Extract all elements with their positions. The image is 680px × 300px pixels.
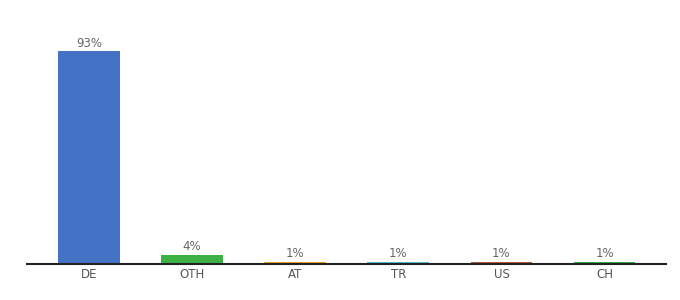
- Text: 1%: 1%: [595, 247, 614, 260]
- Bar: [471, 262, 532, 264]
- Text: 93%: 93%: [76, 37, 102, 50]
- Bar: [367, 262, 429, 264]
- Text: 1%: 1%: [389, 247, 408, 260]
- Bar: [574, 262, 636, 264]
- Text: 1%: 1%: [286, 247, 305, 260]
- Text: 1%: 1%: [492, 247, 511, 260]
- Text: 4%: 4%: [183, 240, 201, 253]
- Bar: [58, 51, 120, 264]
- Bar: [265, 262, 326, 264]
- Bar: [161, 255, 223, 264]
